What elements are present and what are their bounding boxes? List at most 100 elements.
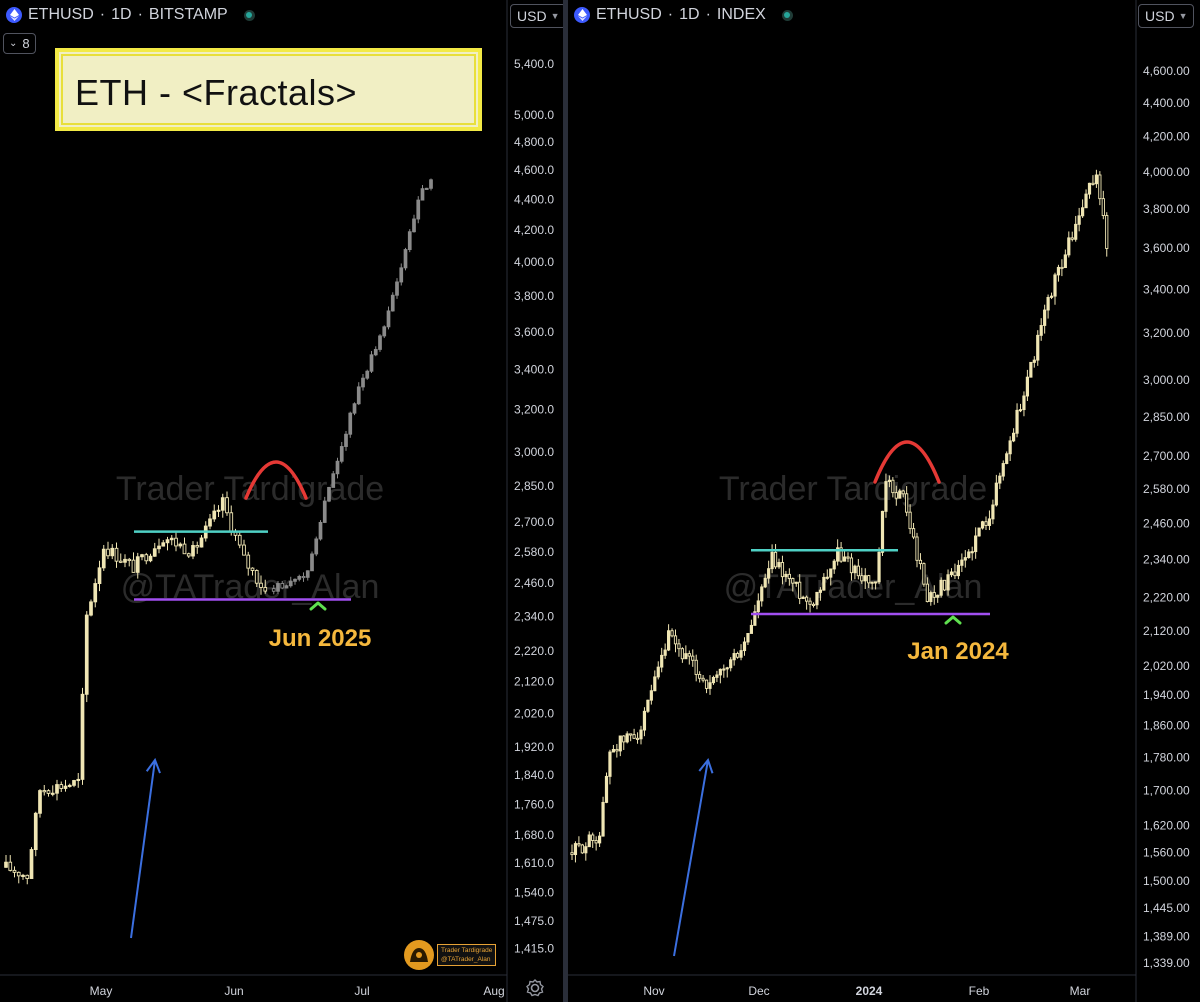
candle-body [373, 348, 378, 356]
left-interval[interactable]: 1D [111, 6, 132, 23]
y-tick-label: 2,220.0 [514, 644, 554, 658]
logo-line-1: Trader Tardigrade [441, 947, 493, 954]
candle-body [577, 843, 581, 846]
candle-body [254, 570, 259, 584]
candle-body [749, 624, 753, 634]
candle-body [970, 551, 974, 554]
candle-body [1036, 334, 1040, 361]
candle-body [777, 562, 781, 568]
candle-body [570, 852, 574, 856]
candle-body [50, 792, 55, 795]
indicators-collapse-button[interactable]: ⌄ 8 [3, 33, 36, 54]
candle-body [842, 556, 847, 562]
candle-body [339, 446, 344, 462]
right-symbol[interactable]: ETHUSD [596, 6, 662, 23]
candle-body [801, 596, 805, 599]
candle-body [165, 539, 170, 544]
left-currency-button[interactable]: USD ▼ [510, 4, 563, 28]
candle-body [4, 861, 8, 868]
candle-body [356, 386, 361, 405]
candle-body [960, 559, 964, 566]
right-currency-button[interactable]: USD ▼ [1138, 4, 1195, 28]
candle-body [131, 559, 136, 573]
candle-body [76, 778, 81, 782]
market-status-icon[interactable] [781, 9, 793, 21]
candle-body [677, 643, 681, 650]
candle-body [608, 751, 612, 777]
candle-body [784, 573, 788, 578]
right-chart-panel[interactable]: 4,600.00 4,400.00 4,200.00 4,000.00 3,800.00… [568, 0, 1200, 1002]
tardigrade-logo-icon [404, 940, 434, 970]
y-tick-label: 5,400.0 [514, 57, 554, 71]
candle-body [770, 551, 774, 570]
market-status-icon[interactable] [243, 9, 255, 21]
chart-title-box[interactable]: ETH - <Fractals> [55, 48, 482, 131]
y-tick-label: 2,220.00 [1143, 591, 1190, 605]
candle-body [1043, 309, 1047, 326]
candle-body [178, 543, 183, 547]
candle-body [1098, 174, 1102, 200]
y-tick-label: 4,000.0 [514, 255, 554, 269]
candle-body [660, 654, 664, 668]
left-chart-canvas[interactable]: 5,400.0 5,000.0 4,800.0 4,600.0 4,400.0 4,200… [0, 0, 563, 1002]
candle-body [832, 560, 836, 570]
candle-body [874, 581, 878, 584]
candle-body [12, 869, 17, 873]
y-tick-label: 2,850.0 [514, 479, 554, 493]
candle-body [846, 556, 850, 559]
right-chart-canvas[interactable]: 4,600.00 4,400.00 4,200.00 4,000.00 3,800.00… [568, 0, 1200, 1002]
candle-body [1039, 325, 1043, 336]
candle-body [767, 568, 771, 579]
left-chart-header: ETHUSD · 1D · BITSTAMP [6, 6, 255, 24]
candle-body [284, 585, 289, 589]
candle-body [684, 653, 688, 660]
candle-body [8, 861, 13, 871]
left-symbol[interactable]: ETHUSD [28, 6, 94, 23]
gear-icon[interactable] [525, 978, 545, 998]
candle-body [212, 510, 217, 520]
y-tick-label: 4,200.0 [514, 223, 554, 237]
candle-body [925, 583, 929, 603]
candle-body [331, 473, 336, 488]
candle-body [984, 521, 988, 526]
candle-body [967, 551, 971, 559]
candle-body [601, 801, 605, 837]
trend-arrow-shaft [673, 759, 709, 957]
candle-body [395, 281, 399, 296]
candle-body [849, 557, 854, 574]
right-interval[interactable]: 1D [679, 6, 700, 23]
y-tick-label: 2,120.00 [1143, 624, 1190, 638]
candle-body [611, 748, 615, 753]
candle-body [615, 748, 619, 752]
watermark-line-1: Trader Tardigrade [719, 470, 987, 508]
y-tick-label: 1,780.00 [1143, 750, 1190, 764]
candle-body [680, 648, 684, 660]
trend-arrow-shaft [130, 759, 156, 939]
left-chart-panel[interactable]: 5,400.0 5,000.0 4,800.0 4,600.0 4,400.0 4,200… [0, 0, 563, 1002]
candle-body [195, 545, 200, 548]
candle-body [144, 554, 149, 562]
candle-body [148, 555, 153, 562]
candle-body [344, 433, 348, 447]
candle-body [114, 547, 119, 562]
candle-body [416, 199, 421, 220]
candle-body [856, 565, 860, 577]
candle-body [739, 650, 743, 658]
y-tick-label: 1,940.00 [1143, 688, 1190, 702]
y-tick-label: 1,560.00 [1143, 846, 1190, 860]
candle-body [646, 699, 650, 712]
y-tick-label: 4,400.00 [1143, 96, 1190, 110]
candle-body [839, 547, 843, 562]
panel-divider[interactable] [563, 0, 568, 1002]
y-tick-label: 3,600.0 [514, 325, 554, 339]
candle-body [880, 510, 885, 553]
y-tick-label: 3,000.00 [1143, 373, 1190, 387]
y-tick-label: 1,920.0 [514, 740, 554, 754]
right-chart-header: ETHUSD · 1D · INDEX [574, 6, 793, 24]
candle-body [67, 784, 72, 787]
candle-body [694, 659, 698, 675]
candle-body [140, 554, 144, 558]
y-tick-label: 1,445.00 [1143, 901, 1190, 915]
candle-body [101, 548, 106, 569]
candle-body [199, 537, 204, 548]
